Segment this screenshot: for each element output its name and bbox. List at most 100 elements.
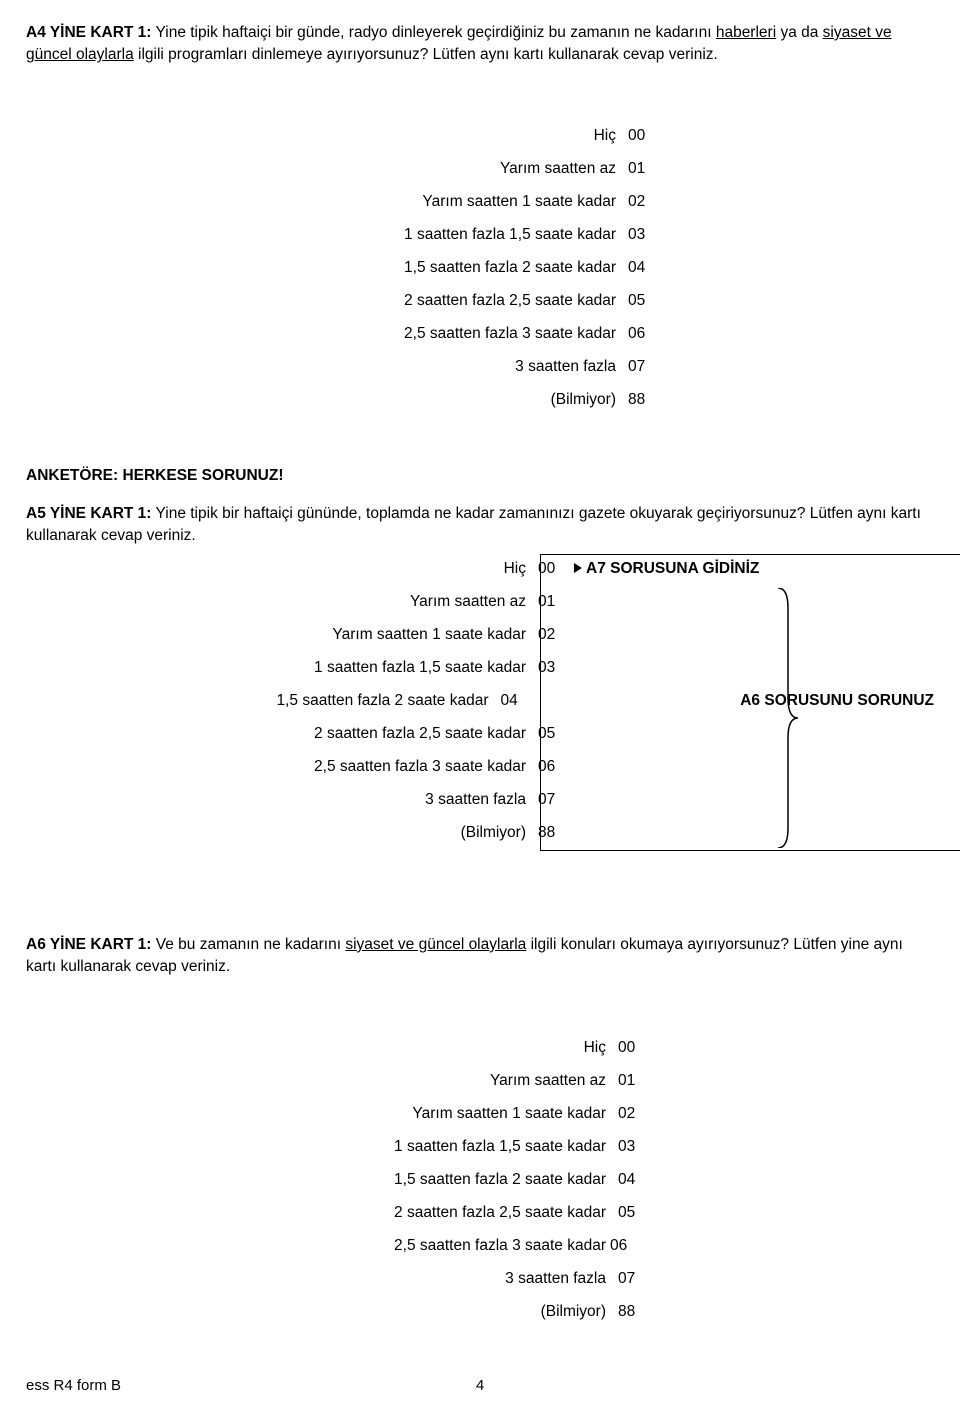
a6-opt-label: Yarım saatten az bbox=[306, 1072, 618, 1090]
a4-option-row: Yarım saatten 1 saate kadar02 bbox=[316, 191, 934, 213]
a6-ul: siyaset ve güncel olaylarla bbox=[345, 936, 526, 953]
a6-opt-code: 04 bbox=[618, 1171, 648, 1189]
a6-opt-label: (Bilmiyor) bbox=[306, 1303, 618, 1321]
a6-option-row: Yarım saatten az01 bbox=[306, 1070, 934, 1092]
a5-opt-label: Hiç bbox=[226, 560, 538, 578]
a4-t1: Yine tipik haftaiçi bir günde, radyo din… bbox=[151, 24, 715, 41]
footer-page-number: 4 bbox=[476, 1377, 484, 1394]
arrow-icon bbox=[574, 563, 582, 573]
a5-option-block: Hiç 00 A7 SORUSUNA GİDİNİZ Yarım saatten… bbox=[226, 558, 934, 844]
a5-opt-code: 03 bbox=[538, 659, 572, 677]
a5-prefix: A5 YİNE KART 1: bbox=[26, 505, 151, 522]
a6-opt-label: Hiç bbox=[306, 1039, 618, 1057]
a6-opt-label: 3 saatten fazla bbox=[306, 1270, 618, 1288]
a6-opt-label: 1,5 saatten fazla 2 saate kadar bbox=[306, 1171, 618, 1189]
a4-opt-label: (Bilmiyor) bbox=[316, 391, 628, 409]
a6-opt-label: 2,5 saatten fazla 3 saate kadar bbox=[306, 1237, 618, 1255]
a4-opt-label: 1 saatten fazla 1,5 saate kadar bbox=[316, 226, 628, 244]
a5-opt-label: 1 saatten fazla 1,5 saate kadar bbox=[226, 659, 538, 677]
a4-opt-code: 03 bbox=[628, 226, 658, 244]
a4-opt-label: 2 saatten fazla 2,5 saate kadar bbox=[316, 292, 628, 310]
a4-opt-code: 01 bbox=[628, 160, 658, 178]
a4-option-row: 2,5 saatten fazla 3 saate kadar06 bbox=[316, 323, 934, 345]
a5-opt-code: 01 bbox=[538, 593, 572, 611]
a4-opt-label: Yarım saatten 1 saate kadar bbox=[316, 193, 628, 211]
a5-opt-label: 2,5 saatten fazla 3 saate kadar bbox=[226, 758, 538, 776]
a4-opt-label: Hiç bbox=[316, 127, 628, 145]
a6-option-row: (Bilmiyor)88 bbox=[306, 1301, 934, 1323]
a4-prefix: A4 YİNE KART 1: bbox=[26, 24, 151, 41]
a5-option-row: 2,5 saatten fazla 3 saate kadar06 bbox=[226, 756, 934, 778]
a5-option-row: 3 saatten fazla07 bbox=[226, 789, 934, 811]
a5-option-row: 1,5 saatten fazla 2 saate kadar 04 A6 SO… bbox=[226, 690, 934, 712]
footer-left: ess R4 form B bbox=[26, 1377, 121, 1394]
a4-option-row: 3 saatten fazla07 bbox=[316, 356, 934, 378]
a6-opt-code: 07 bbox=[618, 1270, 648, 1288]
a6-opt-label: Yarım saatten 1 saate kadar bbox=[306, 1105, 618, 1123]
a4-opt-code: 05 bbox=[628, 292, 658, 310]
a4-option-row: 1 saatten fazla 1,5 saate kadar03 bbox=[316, 224, 934, 246]
a6-option-row: 2,5 saatten fazla 3 saate kadar06 bbox=[306, 1235, 934, 1257]
a4-opt-code: 02 bbox=[628, 193, 658, 211]
a5-opt-label: Yarım saatten 1 saate kadar bbox=[226, 626, 538, 644]
a5-option-row: Yarım saatten 1 saate kadar02 bbox=[226, 624, 934, 646]
a4-opt-code: 00 bbox=[628, 127, 658, 145]
page: A4 YİNE KART 1: Yine tipik haftaiçi bir … bbox=[0, 0, 960, 1410]
a4-t2: ya da bbox=[776, 24, 823, 41]
a5-opt-code: 05 bbox=[538, 725, 572, 743]
a4-opt-label: 2,5 saatten fazla 3 saate kadar bbox=[316, 325, 628, 343]
a5-option-row: 1 saatten fazla 1,5 saate kadar03 bbox=[226, 657, 934, 679]
a4-opt-label: 3 saatten fazla bbox=[316, 358, 628, 376]
a6-opt-code: 06 bbox=[610, 1237, 640, 1255]
a6-opt-code: 02 bbox=[618, 1105, 648, 1123]
a5-opt-code: 00 bbox=[538, 560, 572, 578]
a4-ul1: haberleri bbox=[716, 24, 776, 41]
a6-opt-code: 00 bbox=[618, 1039, 648, 1057]
a4-opt-code: 06 bbox=[628, 325, 658, 343]
a4-option-row: Hiç00 bbox=[316, 125, 934, 147]
a6-opt-code: 03 bbox=[618, 1138, 648, 1156]
a5-opt-label: 3 saatten fazla bbox=[226, 791, 538, 809]
a6-opt-label: 1 saatten fazla 1,5 saate kadar bbox=[306, 1138, 618, 1156]
a6-option-row: 3 saatten fazla07 bbox=[306, 1268, 934, 1290]
a4-option-row: Yarım saatten az01 bbox=[316, 158, 934, 180]
a4-option-row: 1,5 saatten fazla 2 saate kadar04 bbox=[316, 257, 934, 279]
a4-opt-code: 07 bbox=[628, 358, 658, 376]
a4-prompt: A4 YİNE KART 1: Yine tipik haftaiçi bir … bbox=[26, 22, 934, 67]
page-footer: ess R4 form B 4 bbox=[26, 1377, 934, 1394]
a4-opt-code: 04 bbox=[628, 259, 658, 277]
a4-option-row: (Bilmiyor)88 bbox=[316, 389, 934, 411]
a6-t1: Ve bu zamanın ne kadarını bbox=[151, 936, 345, 953]
a6-opt-code: 01 bbox=[618, 1072, 648, 1090]
a6-option-row: 2 saatten fazla 2,5 saate kadar05 bbox=[306, 1202, 934, 1224]
a5-option-row: Yarım saatten az01 bbox=[226, 591, 934, 613]
a5-ask-note: A6 SORUSUNU SORUNUZ bbox=[740, 692, 934, 710]
a5-skip-note: A7 SORUSUNA GİDİNİZ bbox=[586, 560, 759, 578]
a5-opt-code: 04 bbox=[500, 692, 530, 710]
interviewer-instruction: ANKETÖRE: HERKESE SORUNUZ! bbox=[26, 467, 934, 485]
a5-option-row: (Bilmiyor)88 bbox=[226, 822, 934, 844]
a6-option-row: Yarım saatten 1 saate kadar02 bbox=[306, 1103, 934, 1125]
a6-option-row: 1,5 saatten fazla 2 saate kadar04 bbox=[306, 1169, 934, 1191]
a5-option-row: 2 saatten fazla 2,5 saate kadar05 bbox=[226, 723, 934, 745]
a6-opt-code: 88 bbox=[618, 1303, 648, 1321]
a5-opt-code: 02 bbox=[538, 626, 572, 644]
a5-t1: Yine tipik bir haftaiçi gününde, toplamd… bbox=[26, 505, 921, 544]
a5-opt-code: 06 bbox=[538, 758, 572, 776]
a5-opt-label: 1,5 saatten fazla 2 saate kadar bbox=[226, 692, 500, 710]
a4-opt-label: 1,5 saatten fazla 2 saate kadar bbox=[316, 259, 628, 277]
a6-opt-label: 2 saatten fazla 2,5 saate kadar bbox=[306, 1204, 618, 1222]
a4-option-row: 2 saatten fazla 2,5 saate kadar05 bbox=[316, 290, 934, 312]
a4-opt-label: Yarım saatten az bbox=[316, 160, 628, 178]
a5-opt-code: 88 bbox=[538, 824, 572, 842]
a5-opt-label: Yarım saatten az bbox=[226, 593, 538, 611]
a4-option-block: Hiç00 Yarım saatten az01 Yarım saatten 1… bbox=[316, 125, 934, 411]
a5-option-row: Hiç 00 A7 SORUSUNA GİDİNİZ bbox=[226, 558, 934, 580]
a5-opt-code: 07 bbox=[538, 791, 572, 809]
a4-t3: ilgili programları dinlemeye ayırıyorsun… bbox=[134, 46, 718, 63]
a5-prompt: A5 YİNE KART 1: Yine tipik bir haftaiçi … bbox=[26, 503, 934, 548]
a6-opt-code: 05 bbox=[618, 1204, 648, 1222]
a5-opt-label: 2 saatten fazla 2,5 saate kadar bbox=[226, 725, 538, 743]
a6-prefix: A6 YİNE KART 1: bbox=[26, 936, 151, 953]
a6-prompt: A6 YİNE KART 1: Ve bu zamanın ne kadarın… bbox=[26, 934, 934, 979]
